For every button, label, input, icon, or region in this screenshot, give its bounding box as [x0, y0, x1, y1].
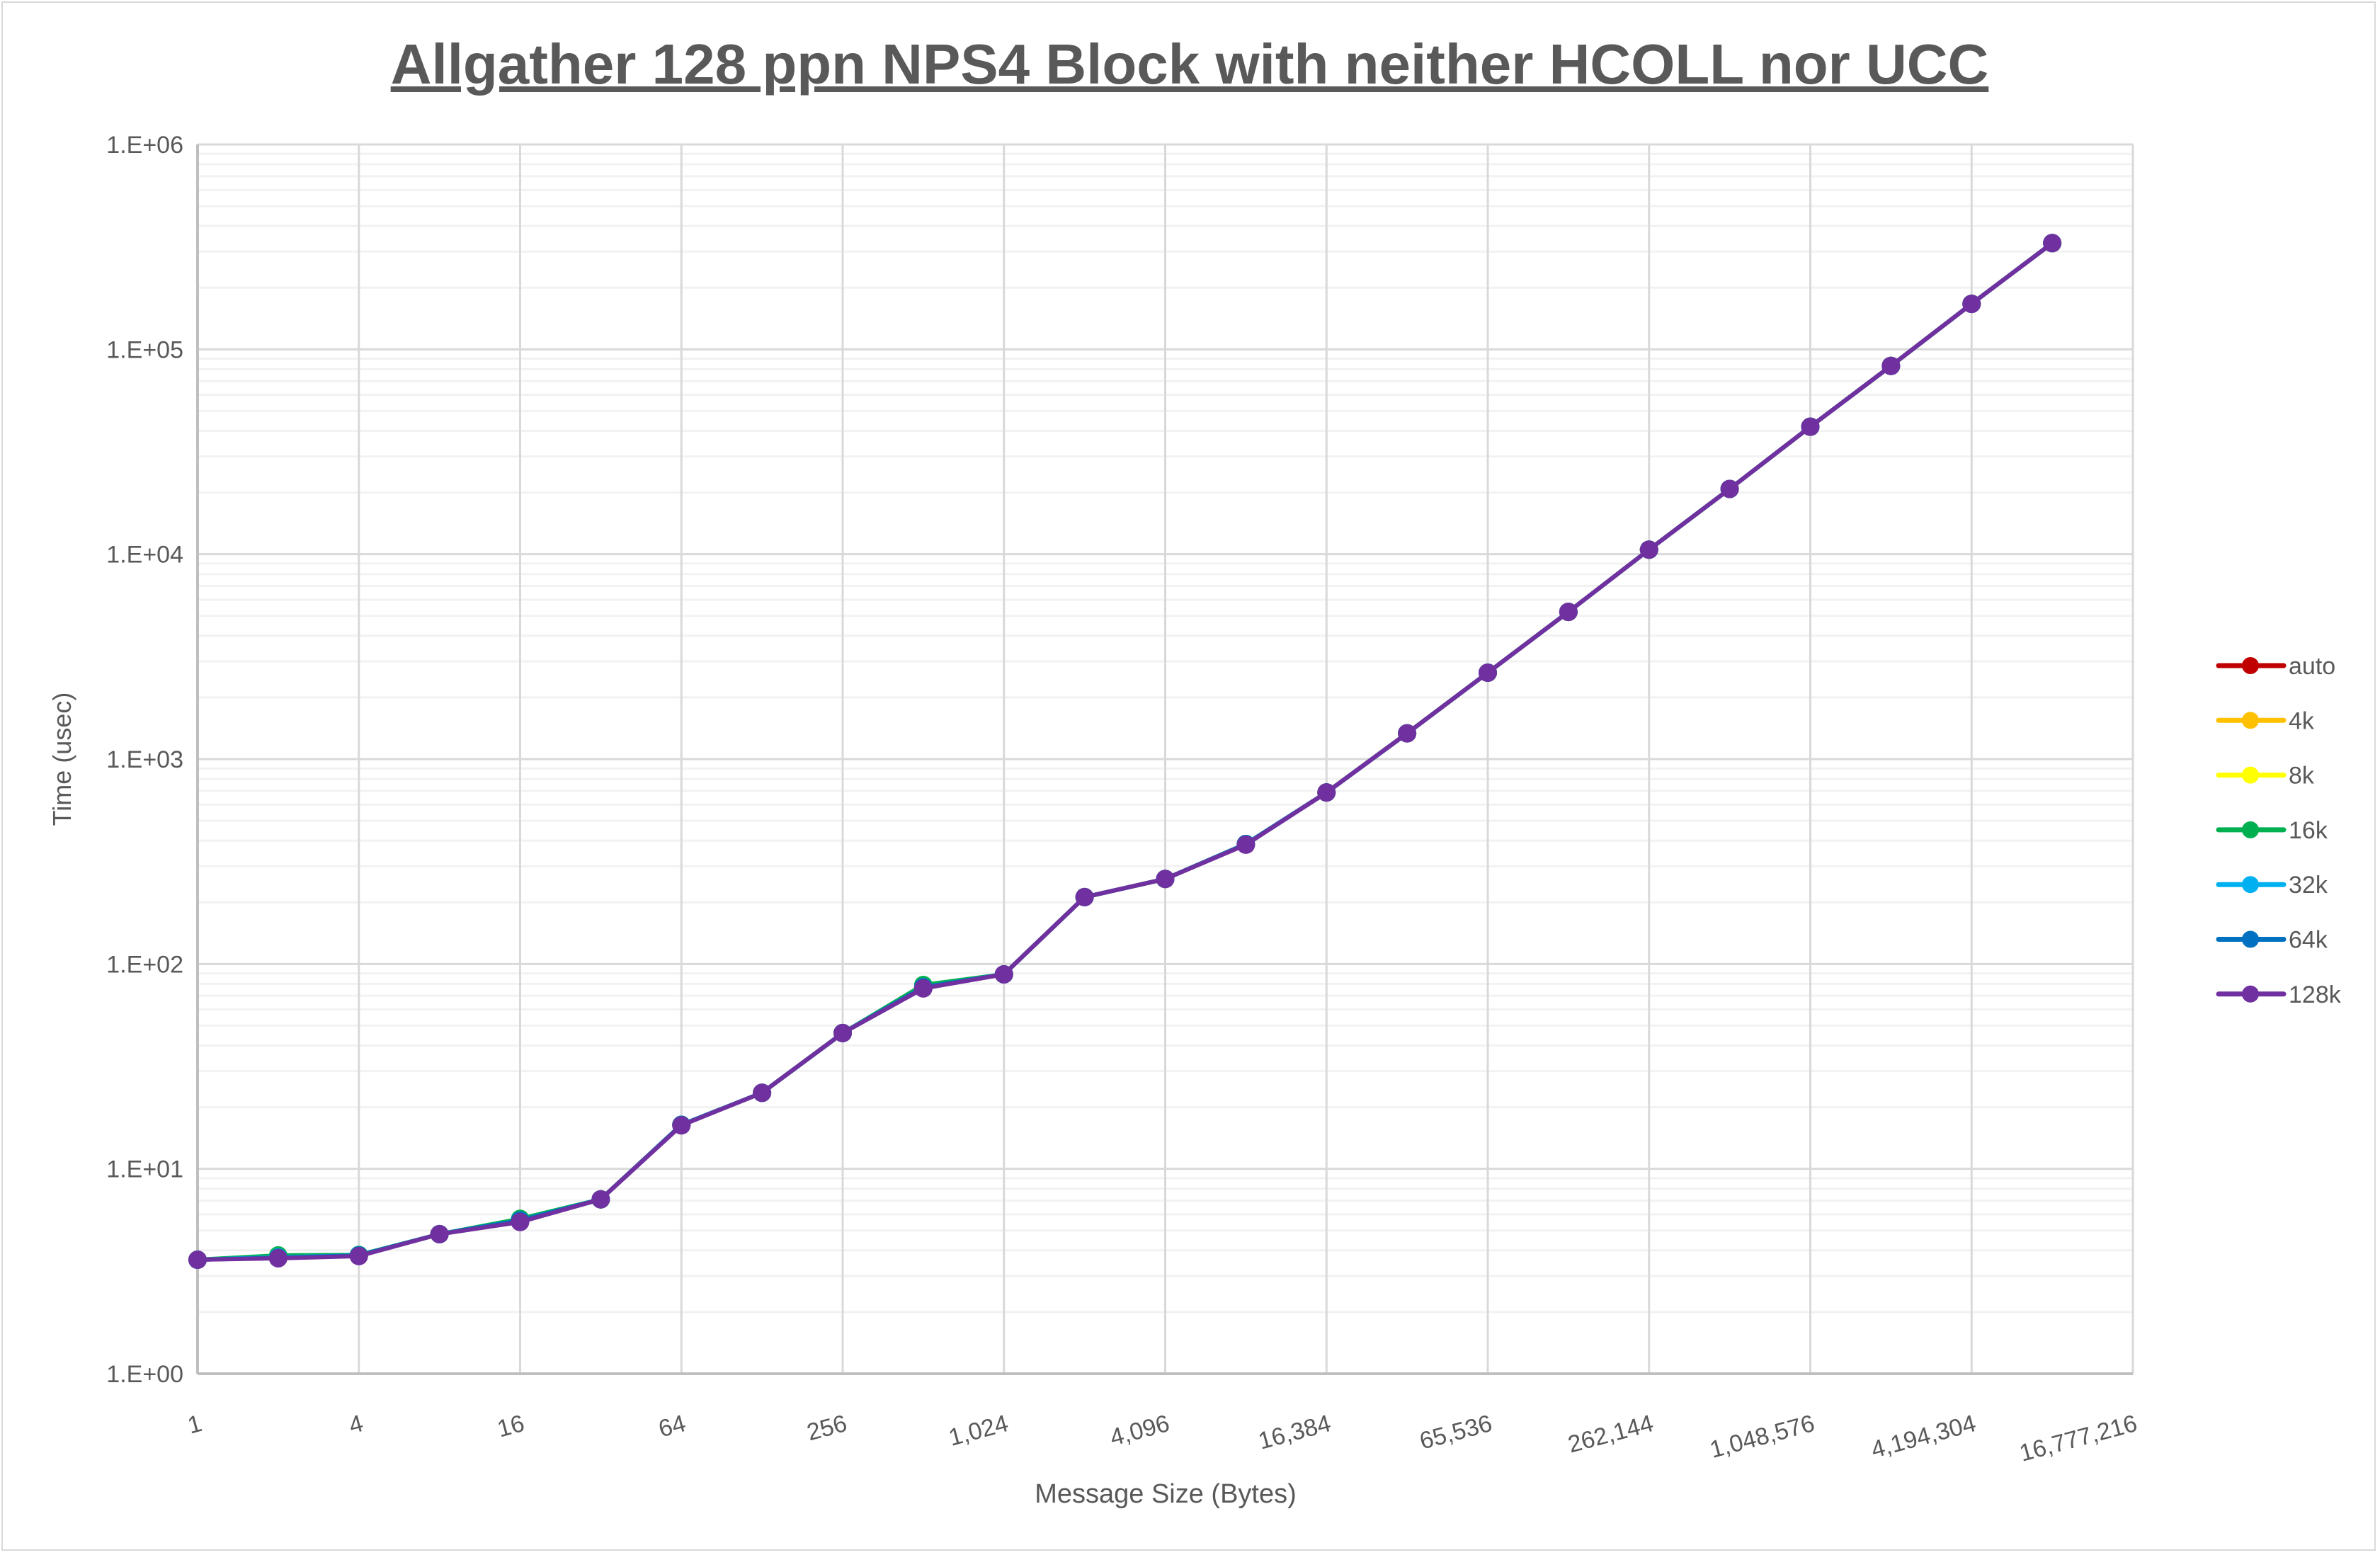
- legend-item-8k: 8k: [2216, 763, 2315, 790]
- x-tick-label: 1: [185, 1410, 205, 1440]
- data-point-128k: [994, 964, 1013, 984]
- series-8k: [188, 234, 2062, 1270]
- x-tick-label: 262,144: [1565, 1410, 1656, 1459]
- legend-marker: [2242, 712, 2259, 729]
- data-point-128k: [672, 1116, 691, 1135]
- grid: [196, 143, 2134, 1375]
- legend-item-128k: 128k: [2216, 981, 2342, 1008]
- legend-item-16k: 16k: [2216, 817, 2328, 844]
- data-point-128k: [1559, 603, 1578, 622]
- legend-label: 32k: [2289, 872, 2328, 899]
- series-64k: [188, 234, 2062, 1270]
- legend-item-32k: 32k: [2216, 872, 2328, 899]
- legend-marker: [2242, 657, 2259, 674]
- series-layer: [188, 234, 2062, 1270]
- data-point-128k: [268, 1248, 287, 1268]
- series-4k: [188, 234, 2062, 1270]
- legend-marker: [2242, 821, 2259, 838]
- x-tick-label: 4,096: [1108, 1410, 1173, 1452]
- x-tick-label: 16: [494, 1410, 527, 1442]
- data-point-128k: [833, 1023, 852, 1042]
- data-point-128k: [1398, 724, 1417, 743]
- data-point-128k: [1479, 663, 1497, 683]
- data-point-128k: [188, 1251, 207, 1270]
- data-point-128k: [1881, 356, 1901, 375]
- data-point-128k: [349, 1246, 368, 1265]
- x-axis-title: Message Size (Bytes): [1035, 1479, 1297, 1509]
- series-16k: [188, 234, 2062, 1270]
- legend-label: 128k: [2289, 981, 2342, 1008]
- x-tick-label: 64: [656, 1410, 688, 1442]
- y-axis-title: Time (usec): [47, 693, 76, 826]
- x-tick-label: 4: [346, 1410, 366, 1440]
- legend-item-64k: 64k: [2216, 927, 2328, 954]
- data-point-128k: [753, 1083, 772, 1103]
- legend-label: 8k: [2289, 763, 2315, 790]
- series-line-128k: [197, 241, 2054, 1263]
- y-tick-label: 1.E+01: [106, 1156, 183, 1183]
- x-tick-label: 65,536: [1417, 1410, 1495, 1455]
- legend-marker: [2242, 930, 2259, 948]
- legend-item-auto: auto: [2216, 653, 2335, 680]
- data-point-128k: [1720, 479, 1739, 499]
- data-point-128k: [913, 979, 933, 998]
- series-auto: [188, 234, 2062, 1270]
- data-point-128k: [1075, 887, 1094, 906]
- legend: auto 4k 8k 16k 32k 64k 128k: [2216, 653, 2342, 1008]
- legend-marker: [2242, 876, 2259, 894]
- x-tick-label: 4,194,304: [1868, 1410, 1978, 1464]
- data-point-128k: [1236, 835, 1256, 854]
- data-point-128k: [1962, 295, 1981, 314]
- legend-marker: [2242, 985, 2259, 1003]
- x-tick-label: 16,777,216: [2017, 1410, 2140, 1467]
- data-point-128k: [430, 1224, 449, 1243]
- legend-item-4k: 4k: [2216, 707, 2315, 734]
- data-point-128k: [591, 1190, 610, 1209]
- data-point-128k: [2043, 234, 2062, 253]
- data-point-128k: [511, 1212, 530, 1231]
- series-128k: [188, 234, 2062, 1270]
- y-tick-label: 1.E+06: [106, 132, 183, 159]
- x-tick-label: 16,384: [1256, 1410, 1333, 1455]
- x-tick-label: 256: [804, 1410, 850, 1446]
- x-tick-label: 1,048,576: [1707, 1410, 1818, 1464]
- legend-label: 4k: [2289, 707, 2315, 734]
- legend-label: 16k: [2289, 817, 2328, 844]
- data-point-128k: [1156, 870, 1175, 889]
- data-point-128k: [1317, 783, 1336, 802]
- y-tick-label: 1.E+05: [106, 336, 183, 363]
- y-tick-label: 1.E+04: [106, 542, 183, 569]
- axes: 1.E+00 1.E+01 1.E+02 1.E+03 1.E+04 1.E+05 1.E+…: [106, 132, 2140, 1467]
- y-tick-label: 1.E+03: [106, 746, 183, 773]
- chart-title: Allgather 128 ppn NPS4 Block with neithe…: [391, 33, 1989, 96]
- data-point-128k: [1801, 417, 1820, 436]
- y-tick-label: 1.E+00: [106, 1361, 183, 1388]
- legend-marker: [2242, 766, 2259, 784]
- x-tick-label: 1,024: [946, 1410, 1011, 1452]
- legend-label: auto: [2289, 653, 2335, 680]
- y-tick-label: 1.E+02: [106, 951, 183, 978]
- legend-label: 64k: [2289, 927, 2328, 954]
- series-32k: [188, 234, 2062, 1270]
- data-point-128k: [1639, 540, 1658, 559]
